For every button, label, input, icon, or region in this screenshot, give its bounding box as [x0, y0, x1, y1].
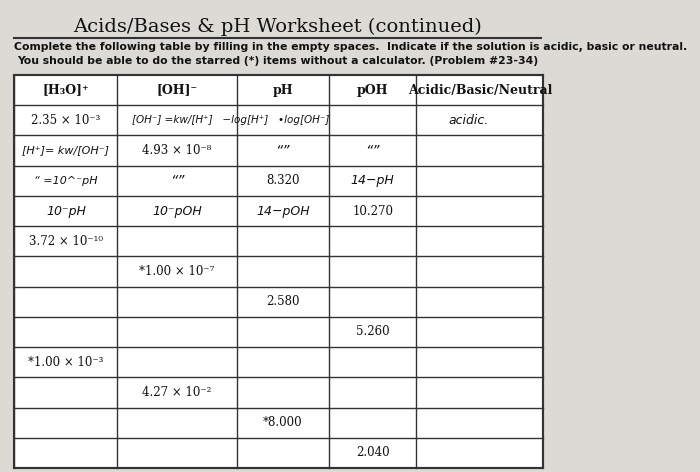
Text: 14−pH: 14−pH — [351, 174, 395, 187]
Text: You should be able to do the starred (*) items without a calculator. (Problem #2: You should be able to do the starred (*)… — [17, 56, 538, 66]
Text: Acidic/Basic/Neutral: Acidic/Basic/Neutral — [407, 84, 552, 97]
Text: [H⁺]= kw/[OH⁻]: [H⁺]= kw/[OH⁻] — [22, 145, 109, 156]
Text: *1.00 × 10⁻⁷: *1.00 × 10⁻⁷ — [139, 265, 215, 278]
Text: 4.93 × 10⁻⁸: 4.93 × 10⁻⁸ — [142, 144, 211, 157]
Text: acidic.: acidic. — [448, 114, 489, 127]
Text: 3.72 × 10⁻¹⁰: 3.72 × 10⁻¹⁰ — [29, 235, 103, 248]
Text: Complete the following table by filling in the empty spaces.  Indicate if the so: Complete the following table by filling … — [14, 42, 687, 52]
Text: 4.27 × 10⁻²: 4.27 × 10⁻² — [142, 386, 211, 399]
Text: “ =10^⁻pH: “ =10^⁻pH — [34, 176, 98, 186]
Text: 8.320: 8.320 — [266, 174, 300, 187]
Text: *1.00 × 10⁻³: *1.00 × 10⁻³ — [28, 356, 104, 369]
Text: 2.35 × 10⁻³: 2.35 × 10⁻³ — [32, 114, 101, 127]
Text: “”: “” — [169, 174, 184, 188]
Text: 2.040: 2.040 — [356, 447, 390, 459]
Text: [OH⁻] =kw/[H⁺]   −log[H⁺]   •log[OH⁻]: [OH⁻] =kw/[H⁺] −log[H⁺] •log[OH⁻] — [132, 115, 330, 126]
Text: pOH: pOH — [357, 84, 388, 97]
Text: “”: “” — [276, 143, 290, 158]
Text: 10.270: 10.270 — [352, 204, 393, 218]
Text: 10⁻pH: 10⁻pH — [46, 204, 86, 218]
Text: 14−pOH: 14−pOH — [256, 204, 309, 218]
Text: 2.580: 2.580 — [266, 295, 300, 308]
Text: “”: “” — [365, 143, 380, 158]
Text: *8.000: *8.000 — [263, 416, 302, 429]
Text: 10⁻pOH: 10⁻pOH — [152, 204, 202, 218]
Text: 5.260: 5.260 — [356, 326, 390, 338]
Text: Acids/Bases & pH Worksheet (continued): Acids/Bases & pH Worksheet (continued) — [74, 18, 482, 36]
Bar — [14, 75, 543, 468]
Text: [OH]⁻: [OH]⁻ — [156, 84, 197, 97]
Text: pH: pH — [272, 84, 293, 97]
Text: [H₃O]⁺: [H₃O]⁺ — [43, 84, 89, 97]
